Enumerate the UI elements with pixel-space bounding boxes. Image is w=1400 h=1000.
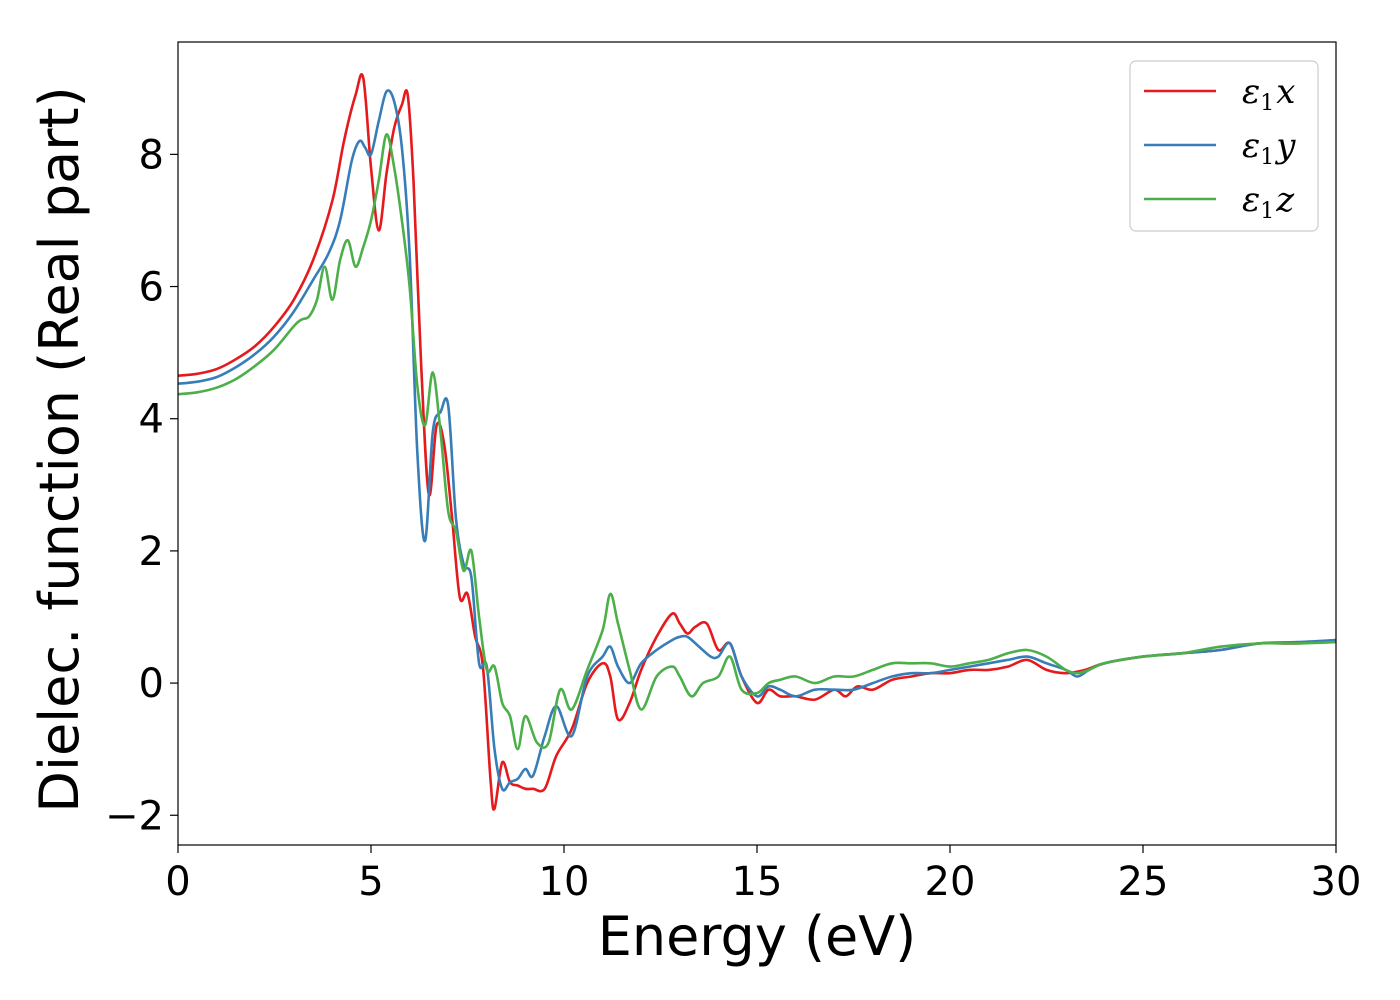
series-layer [178,73,1336,811]
legend-label-variable: z [1275,180,1295,220]
y-tick-label: 4 [139,397,164,443]
legend-label-subscript: 1 [1260,145,1274,170]
x-tick-label: 30 [1311,859,1362,905]
legend-label-subscript: 1 [1260,199,1274,224]
legend-label-x: ε1x [1242,72,1295,116]
x-tick-label: 0 [165,859,190,905]
x-tick-label: 15 [732,859,783,905]
series-line-x [178,73,1336,811]
x-axis-label: Energy (eV) [598,905,917,968]
series-line-z [178,133,1336,751]
y-axis: −2 0 2 4 6 8 [105,132,178,839]
legend-label-subscript: 1 [1260,91,1274,116]
x-tick-label: 20 [925,859,976,905]
y-tick-label: 6 [139,265,164,311]
series-line-y [178,89,1336,792]
legend-box [1129,60,1319,232]
legend-label-y: ε1y [1242,126,1296,170]
legend-label-variable: x [1276,72,1295,112]
y-tick-label: 8 [139,132,164,178]
legend-label-z: ε1z [1242,180,1295,224]
y-axis-label: Dielec. function (Real part) [28,86,91,812]
y-tick-label: 2 [139,529,164,575]
x-tick-label: 25 [1118,859,1169,905]
y-tick-label: −2 [105,793,164,839]
x-tick-label: 5 [358,859,383,905]
legend-label-variable: y [1274,126,1296,166]
legend-label-base: ε [1242,72,1260,112]
y-tick-label: 0 [139,661,164,707]
legend-label-base: ε [1242,180,1260,220]
x-tick-label: 10 [539,859,590,905]
x-axis: 0 5 10 15 20 25 30 [165,845,1361,905]
legend-label-base: ε [1242,126,1260,166]
